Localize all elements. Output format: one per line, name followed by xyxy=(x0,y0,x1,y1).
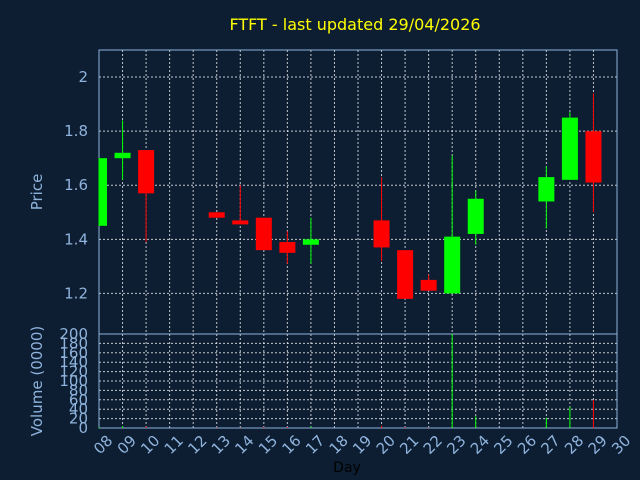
candle-body xyxy=(585,131,602,183)
volume-tick-label: 0 xyxy=(78,419,88,437)
chart-title: FTFT - last updated 29/04/2026 xyxy=(229,15,480,34)
candle-body xyxy=(279,242,296,253)
candle-body xyxy=(255,217,272,251)
volume-tick-label: 160 xyxy=(59,344,88,362)
volume-axis-label: Volume (0000) xyxy=(28,326,46,436)
x-tick-label: 17 xyxy=(302,432,328,458)
candle-body xyxy=(208,212,225,218)
volume-tick-label: 80 xyxy=(69,381,88,399)
price-panel: 1.2 1.4 1.6 1.8 2 xyxy=(64,49,618,335)
x-tick-label: 26 xyxy=(514,432,540,458)
candle-body xyxy=(444,236,461,294)
volume-tick-label: 120 xyxy=(59,363,88,381)
candle-body xyxy=(373,220,390,248)
candle-body xyxy=(114,152,131,159)
x-tick-label: 09 xyxy=(114,432,140,458)
volume-tick-label: 60 xyxy=(69,391,88,409)
candle-body xyxy=(538,177,555,202)
price-tick-label: 1.2 xyxy=(64,284,88,302)
x-tick-label: 14 xyxy=(231,432,257,458)
x-axis: 0809101112131415161718192021222324252627… xyxy=(90,432,634,458)
price-tick-label: 1.6 xyxy=(64,176,88,194)
x-tick-label: 27 xyxy=(538,432,564,458)
candle-body xyxy=(420,279,437,291)
candle-body xyxy=(397,250,414,299)
candle-body xyxy=(99,158,107,226)
x-tick-label: 28 xyxy=(561,432,587,458)
price-axis-label: Price xyxy=(28,174,46,211)
x-tick-label: 10 xyxy=(137,432,163,458)
volume-tick-label: 100 xyxy=(59,372,88,390)
volume-tick-label: 200 xyxy=(59,325,88,343)
candle-body xyxy=(138,150,155,194)
x-tick-label: 12 xyxy=(184,432,210,458)
x-tick-label: 18 xyxy=(326,432,352,458)
volume-tick-label: 180 xyxy=(59,334,88,352)
price-tick-label: 2 xyxy=(78,68,88,86)
x-tick-label: 24 xyxy=(467,432,493,458)
x-tick-label: 22 xyxy=(420,432,446,458)
price-tick-label: 1.8 xyxy=(64,122,88,140)
candle-body xyxy=(467,198,484,234)
volume-tick-label: 140 xyxy=(59,353,88,371)
price-tick-label: 1.4 xyxy=(64,230,88,248)
x-tick-label: 29 xyxy=(585,432,611,458)
x-tick-label: 15 xyxy=(255,432,281,458)
candle-body xyxy=(302,239,319,245)
x-tick-label: 13 xyxy=(208,432,234,458)
x-tick-label: 23 xyxy=(443,432,469,458)
x-tick-label: 20 xyxy=(373,432,399,458)
x-tick-label: 11 xyxy=(161,432,187,458)
x-tick-label: 21 xyxy=(396,432,422,458)
candle-body xyxy=(561,117,578,180)
x-tick-label: 19 xyxy=(349,432,375,458)
x-tick-label: 30 xyxy=(608,432,634,458)
volume-panel-frame xyxy=(98,333,618,429)
volume-tick-label: 20 xyxy=(69,410,88,428)
x-tick-label: 25 xyxy=(490,432,516,458)
candle-body xyxy=(232,220,249,225)
x-tick-label: 16 xyxy=(279,432,305,458)
x-tick-label: 08 xyxy=(90,432,116,458)
x-axis-label: Day xyxy=(333,460,361,476)
volume-tick-label: 40 xyxy=(69,400,88,418)
